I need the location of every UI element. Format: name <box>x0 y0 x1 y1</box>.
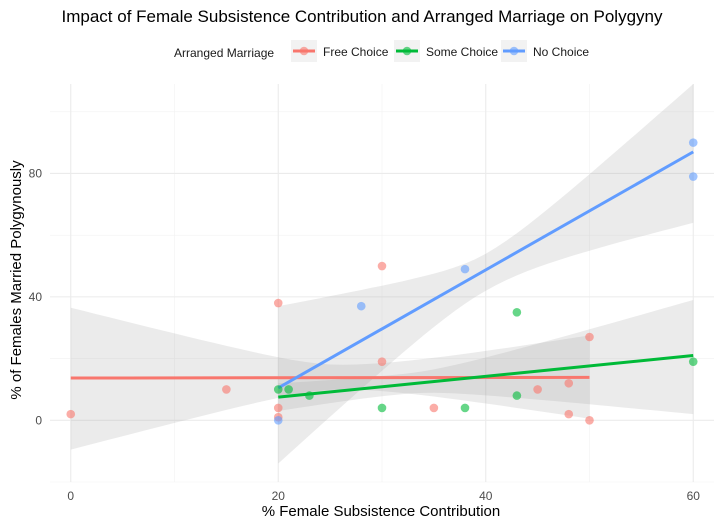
chart-title: Impact of Female Subsistence Contributio… <box>62 7 663 26</box>
data-point <box>273 415 283 425</box>
x-tick-label: 40 <box>479 489 493 503</box>
legend-key-point <box>509 46 519 56</box>
y-tick-label: 40 <box>29 290 43 304</box>
y-tick-label: 0 <box>35 413 42 427</box>
data-point <box>273 403 283 413</box>
legend-label: Free Choice <box>323 45 389 59</box>
data-point <box>512 391 522 400</box>
data-point <box>356 301 366 311</box>
trend-line <box>277 150 694 390</box>
legend: Arranged Marriage Free Choice Some Choice… <box>174 40 589 62</box>
data-point <box>512 308 522 317</box>
data-point <box>222 385 231 394</box>
x-tick-label: 20 <box>272 489 286 503</box>
data-point <box>585 332 594 342</box>
data-point <box>377 261 387 271</box>
x-axis-title: % Female Subsistence Contribution <box>262 503 500 520</box>
data-point <box>688 357 698 366</box>
data-point <box>460 264 470 274</box>
data-point <box>688 138 698 147</box>
legend-key-point <box>299 46 309 56</box>
trend-line <box>278 354 694 399</box>
data-point <box>284 385 293 394</box>
data-point <box>377 403 387 413</box>
data-point <box>533 385 542 394</box>
data-point <box>585 415 594 425</box>
legend-key-point <box>402 46 412 56</box>
data-point <box>564 378 574 388</box>
plot-panel <box>50 84 714 483</box>
data-point <box>688 172 698 181</box>
legend-label: No Choice <box>533 45 589 59</box>
x-tick-label: 60 <box>687 489 701 503</box>
data-point <box>273 385 283 394</box>
trend-line <box>70 375 590 380</box>
data-point <box>564 409 574 419</box>
data-point <box>273 298 283 308</box>
data-point <box>460 403 470 413</box>
data-point <box>377 357 387 366</box>
data-point <box>66 409 76 419</box>
legend-label: Some Choice <box>426 45 498 59</box>
data-point <box>429 403 439 413</box>
x-tick-label: 0 <box>67 489 74 503</box>
data-point <box>305 391 314 400</box>
y-tick-label: 80 <box>29 166 43 180</box>
y-axis-title: % of Females Married Polygynously <box>8 160 25 400</box>
confidence-band <box>278 84 694 464</box>
legend-title: Arranged Marriage <box>174 46 274 60</box>
